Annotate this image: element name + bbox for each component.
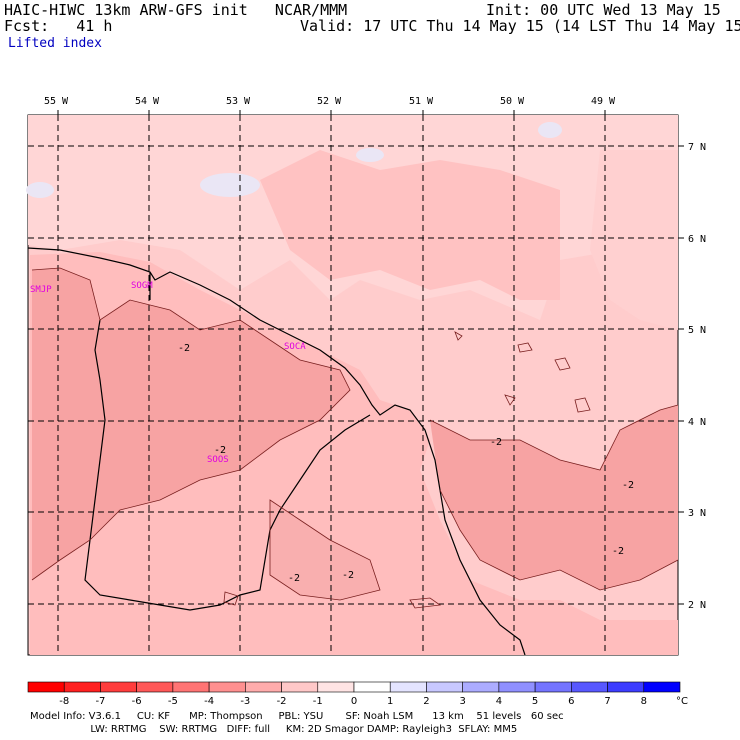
colorbar-tick-label: -3 [240,696,250,707]
colorbar-swatch [317,681,355,693]
blue-patch-1 [200,173,260,197]
colorbar-tick-label: -7 [95,696,105,707]
colorbar-swatch [27,681,65,693]
colorbar-tick-label: 2 [423,696,429,707]
colorbar-tick-label: -4 [204,696,214,707]
colorbar-swatch [462,681,500,693]
lon-label: 55 W [44,96,69,107]
colorbar-tick-label: 6 [568,696,574,707]
lat-labels: 7 N 6 N 5 N 4 N 3 N 2 N [688,142,706,611]
lon-labels: 55 W 54 W 53 W 52 W 51 W 50 W 49 W [44,96,616,107]
lon-label: 51 W [409,96,434,107]
colorbar-tick-label: -8 [59,696,69,707]
colorbar-swatch [63,681,101,693]
model-title: HAIC-HIWC 13km ARW-GFS init NCAR/MMM [4,1,348,19]
colorbar-swatch [136,681,174,693]
shade-east [590,150,678,330]
colorbar-tick-label: 1 [387,696,393,707]
colorbar-tick-label: 3 [459,696,465,707]
lat-label: 4 N [688,417,706,428]
colorbar-swatch [353,681,391,693]
colorbar-tick-label: -2 [277,696,287,707]
colorbar-swatch [172,681,210,693]
forecast-hour: Fcst: 41 h [4,17,113,35]
lon-label: 54 W [135,96,160,107]
colorbar: -8 -7 -6 -5 -4 -3 -2 -1 0 1 2 3 4 5 6 7 8 °C [27,681,688,707]
init-time: Init: 00 UTC Wed 13 May 15 [486,1,721,19]
lon-label: 50 W [500,96,525,107]
station-soos: SOOS [207,455,229,465]
contour-label: -2 [612,546,624,557]
lat-label: 7 N [688,142,706,153]
lat-label: 6 N [688,234,706,245]
colorbar-unit: °C [676,696,688,707]
colorbar-swatch [281,681,319,693]
field-name: Lifted index [8,36,102,51]
colorbar-swatch [389,681,427,693]
colorbar-tick-label: 8 [641,696,647,707]
lat-label: 2 N [688,600,706,611]
lat-label: 5 N [688,325,706,336]
colorbar-tick-label: -6 [132,696,142,707]
valid-time: Valid: 17 UTC Thu 14 May 15 (14 LST Thu … [300,17,740,35]
dark-shade-east [430,405,678,590]
contour-label: -2 [214,445,226,456]
colorbar-tick-label: 4 [496,696,502,707]
lat-label: 3 N [688,508,706,519]
station-smjp: SMJP [30,285,52,295]
contour-label: -2 [342,570,354,581]
station-labels: SMJP SOGM SOCA SOOS [30,281,306,465]
contour-label: -2 [490,437,502,448]
colorbar-swatch [571,681,608,693]
contour-label: -2 [622,480,634,491]
colorbar-swatch [208,681,246,693]
footer-model-physics: LW: RRTMG SW: RRTMG DIFF: full KM: 2D Sm… [30,724,518,735]
lon-label: 49 W [591,96,616,107]
colorbar-tick-label: 0 [351,696,357,707]
contour-lines [31,267,679,609]
colorbar-tick-label: 7 [604,696,610,707]
lon-label: 52 W [317,96,342,107]
coastline [27,247,526,656]
colorbar-tick-label: -5 [168,696,178,707]
colorbar-swatch [643,681,681,693]
blue-patch-3 [538,122,562,138]
blue-patch-2 [26,182,54,198]
contour-label: -2 [288,573,300,584]
shade-north [260,150,560,300]
colorbar-swatch [607,681,645,693]
blue-patch-4 [356,148,384,162]
lon-label: 53 W [226,96,251,107]
colorbar-swatch [534,681,572,693]
contour-label: -2 [178,343,190,354]
footer-model-info: Model Info: V3.6.1 CU: KF MP: Thompson P… [30,711,564,722]
graticule [28,115,678,655]
colorbar-tick-label: 5 [532,696,538,707]
station-soca: SOCA [284,342,306,352]
dark-shade-south [270,500,380,600]
colorbar-tick-label: -1 [313,696,323,707]
frame-ticks [57,110,684,605]
colorbar-swatch [426,681,463,693]
colorbar-swatch [100,681,137,693]
station-sogm: SOGM [131,281,153,291]
colorbar-swatch [245,681,282,693]
dark-shade-west [32,268,350,580]
contour-value-labels: -2 -2 -2 -2 -2 -2 -2 [178,343,634,584]
colorbar-swatch [498,681,536,693]
